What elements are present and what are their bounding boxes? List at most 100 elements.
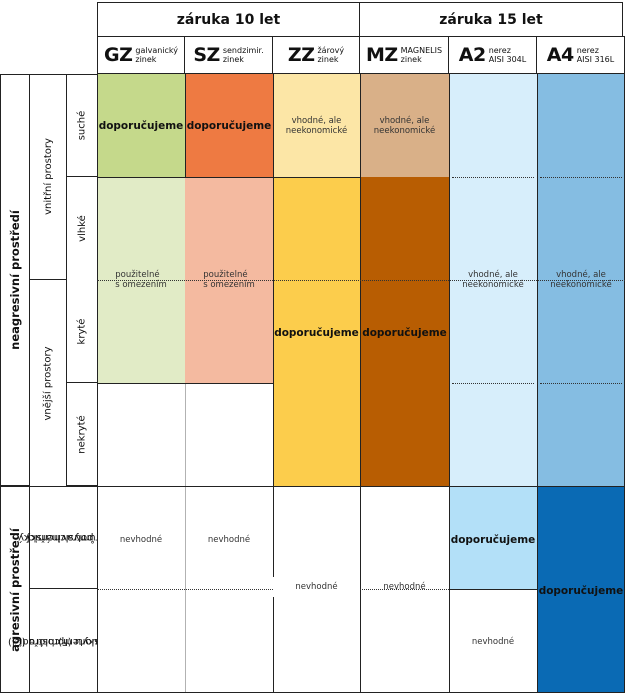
col-line-185b (185, 383, 186, 693)
row-uncovered-label: nekryté (76, 414, 88, 454)
warranty-15-header: záruka 15 let (360, 2, 623, 36)
a2-unsuitable-text: nevhodné (471, 637, 515, 647)
sz-limited-text: použitelné s omezením (185, 265, 273, 295)
dotted-line-a2-humid (452, 177, 534, 178)
column-code-a2: A2 (458, 44, 486, 66)
column-sub2-sz: zinek (222, 55, 244, 64)
mz-dry-cell (360, 74, 449, 177)
column-code-gz: GZ (104, 44, 133, 66)
mz-suitable-text: vhodné, ale neekonomické (360, 74, 449, 177)
zz-dry-cell (273, 74, 360, 177)
gz-dry-cell (97, 74, 185, 177)
sz-recommend-text: doporučujeme (186, 119, 272, 132)
row-chloride-label: prostředí s výskytem chlóru (Cl) a fluoru … (8, 585, 120, 697)
mz-suitable-label: vhodné, ale neekonomické (374, 116, 435, 136)
column-sub1-a2: nerez (488, 46, 511, 55)
subgroup-indoor: vnitřní prostory (30, 74, 66, 280)
sz-unsuitable-text: nevhodné (207, 535, 251, 545)
group-aggressive-label: agresivní prostředí (7, 527, 22, 652)
column-code-sz: SZ (193, 44, 220, 66)
column-header-a2: A2 nerez AISI 304L (449, 36, 537, 74)
row-line-177 (97, 177, 273, 178)
group-nonaggressive-label: neagresivní prostředí (7, 209, 22, 350)
row-covered-label: kryté (76, 318, 88, 344)
row-humid-label: vlhké (76, 215, 88, 242)
gz-recommend-text: doporučujeme (98, 119, 184, 132)
row-line-486 (0, 486, 625, 487)
mz-unsuitable-text: nevhodné (383, 582, 426, 592)
row-dry: suché (66, 74, 97, 177)
sz-limited-l2: s omezením (203, 280, 255, 290)
a4-recommend-text: doporučujeme (538, 585, 624, 597)
subgroup-outdoor: vnější prostory (30, 280, 66, 486)
a2-suitable-l1: vhodné, ale (468, 270, 518, 280)
row-chemical: chemický a potravinářský průmysl (18, 486, 106, 589)
column-sub-mz: MAGNELIS zinek (401, 46, 442, 64)
a4-suitable-text: vhodné, ale neekonomické (537, 265, 625, 295)
row-uncovered: nekryté (66, 383, 97, 486)
column-header-sz: SZ sendzimir. zinek (185, 36, 273, 74)
gz-limited-label: použitelné s omezením (115, 270, 167, 290)
a2-suitable-text: vhodné, ale neekonomické (449, 265, 537, 295)
subgroup-outdoor-label: vnější prostory (42, 346, 54, 420)
mz-recommend-cell (360, 177, 449, 486)
column-header-mz: MZ MAGNELIS zinek (360, 36, 449, 74)
subgroup-indoor-label: vnitřní prostory (42, 138, 54, 215)
column-sub2-mz: zinek (400, 55, 422, 64)
row-covered: kryté (66, 280, 97, 383)
sz-dry-cell (185, 74, 273, 177)
column-code-a4: A4 (546, 44, 574, 66)
a4-suitable-l2: neekonomické (550, 280, 612, 290)
group-aggressive: agresivní prostředí (0, 486, 30, 693)
header-area: záruka 10 let záruka 15 let (97, 0, 625, 74)
column-sub-sz: sendzimir. zinek (223, 46, 264, 64)
col-line-185 (185, 74, 186, 177)
column-sub-a2: nerez AISI 304L (489, 46, 527, 64)
col-line-273 (273, 74, 274, 693)
sz-uncovered-cell (185, 383, 273, 486)
gz-limited-l1: použitelné (115, 270, 160, 280)
row-line-383 (97, 383, 273, 384)
zz-recommend-text: doporučujeme (274, 327, 359, 339)
dotted-line-a2-uncovered (452, 383, 534, 384)
row-dry-label: suché (76, 110, 88, 140)
zz-unsuitable-text: nevhodné (273, 577, 360, 597)
column-code-zz: ZZ (287, 44, 315, 66)
column-sub1-gz: galvanický (135, 46, 178, 55)
sz-limited-label: použitelné s omezením (203, 270, 255, 290)
a2-recommend-text: doporučujeme (450, 534, 536, 546)
a4-suitable-l1: vhodné, ale (556, 270, 606, 280)
a2-suitable-l2: neekonomické (462, 280, 524, 290)
dotted-line-indoor-outdoor (97, 280, 625, 281)
warranty-10-header: záruka 10 let (97, 2, 360, 36)
col-line-537 (537, 74, 538, 693)
column-sub-a4: nerez AISI 316L (577, 46, 615, 64)
gz-limited-text: použitelné s omezením (97, 265, 185, 295)
gz-uncovered-cell (97, 383, 185, 486)
column-sub1-mz: MAGNELIS (400, 46, 443, 55)
col-line-449 (449, 74, 450, 693)
a2-chloride-cell (449, 589, 537, 693)
a2-suitable-label: vhodné, ale neekonomické (462, 270, 523, 290)
row-humid: vlhké (66, 177, 97, 280)
column-header-zz: ZZ žárový zinek (273, 36, 360, 74)
warranty-10-label: záruka 10 let (176, 11, 281, 28)
column-sub-zz: žárový zinek (317, 46, 344, 64)
zz-recommend-cell (273, 177, 360, 486)
a2-chemical-cell (449, 486, 537, 589)
a4-aggressive-cell (537, 486, 625, 693)
zz-suitable-l1: vhodné, ale (291, 115, 342, 126)
row-chloride: prostředí s výskytem chlóru (Cl) a fluoru … (8, 589, 120, 693)
column-sub1-a4: nerez (576, 46, 599, 55)
row-line-177-zz (273, 177, 360, 178)
dotted-line-a4-uncovered (540, 383, 622, 384)
column-header-gz: GZ galvanický zinek (97, 36, 185, 74)
mz-suitable-l2: neekonomické (373, 125, 436, 136)
col-line-360 (360, 74, 361, 693)
column-sub2-a2: AISI 304L (488, 55, 527, 64)
warranty-15-label: záruka 15 let (439, 11, 543, 28)
row-line-589-a2 (449, 589, 537, 590)
mz-recommend-text: doporučujeme (362, 327, 447, 339)
a4-suitable-label: vhodné, ale neekonomické (550, 270, 611, 290)
column-code-mz: MZ (365, 44, 398, 66)
